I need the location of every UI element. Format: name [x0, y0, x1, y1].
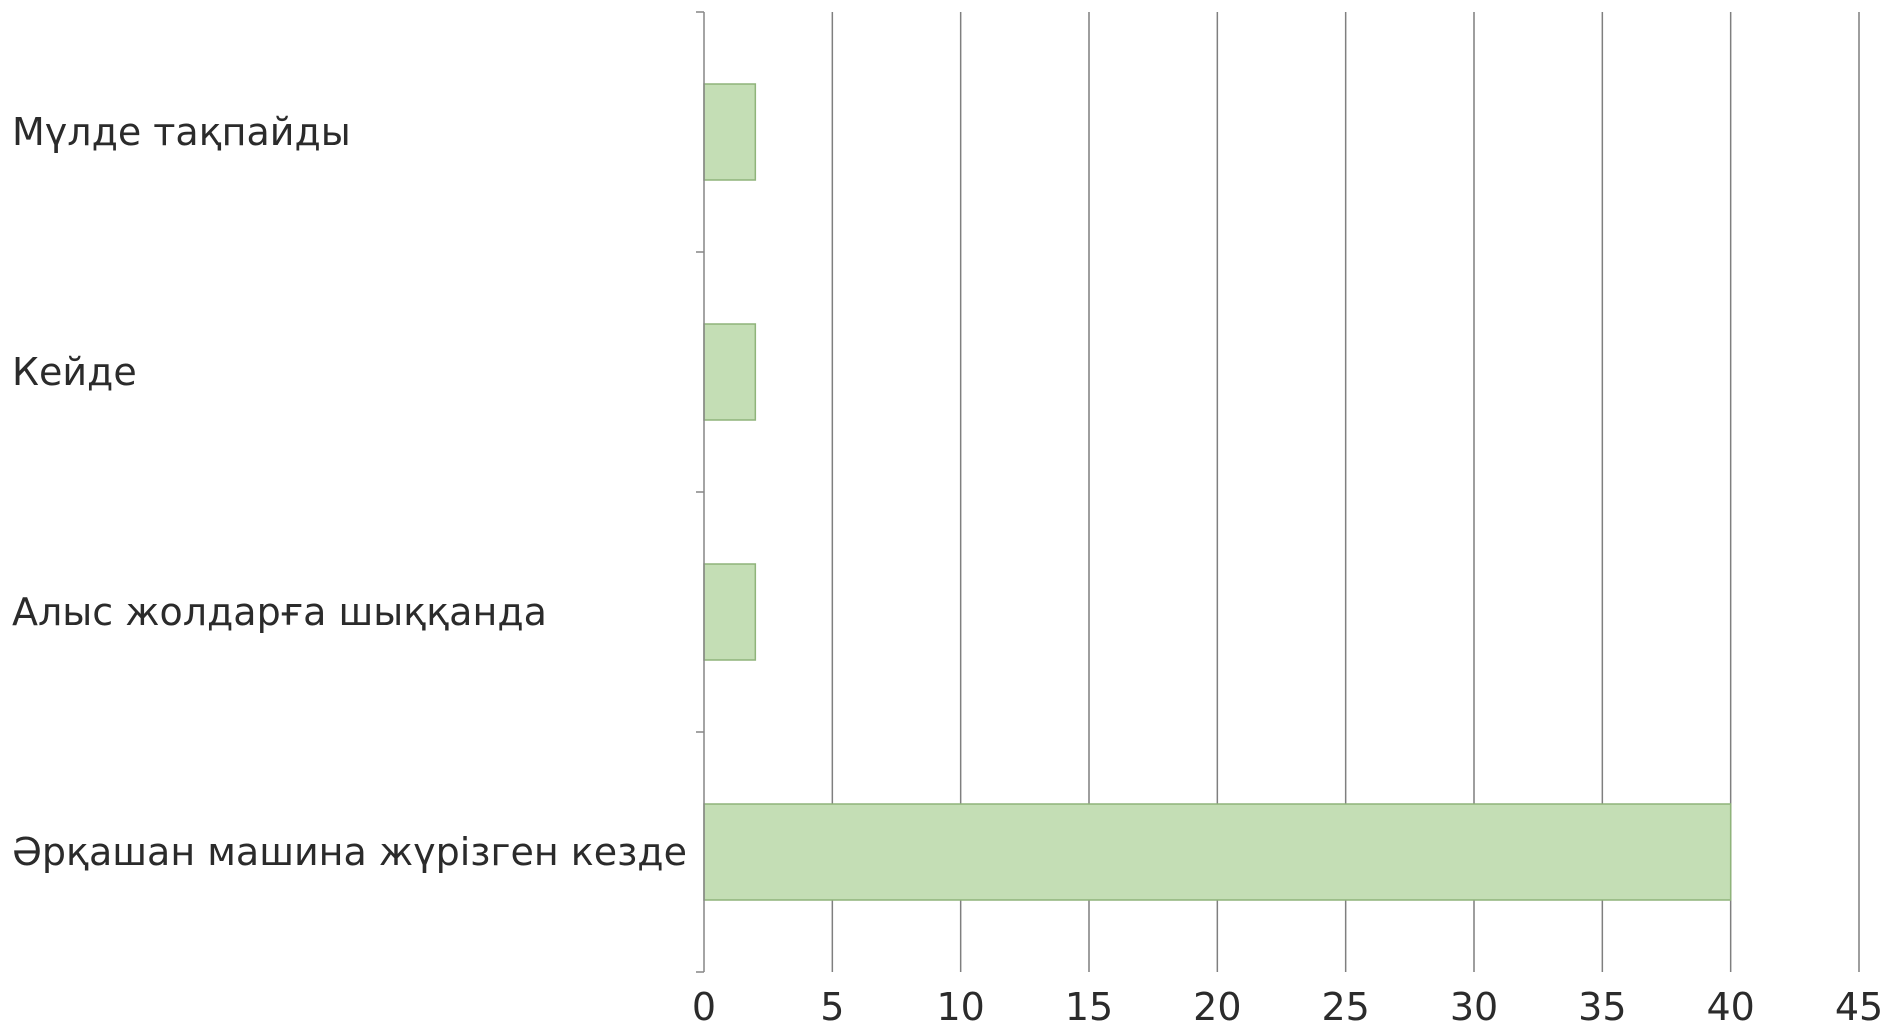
axes — [696, 11, 705, 973]
bar-1 — [703, 323, 757, 421]
bar-0 — [703, 83, 757, 181]
x-tick-label-30: 30 — [1450, 985, 1498, 1029]
category-label-3: Әрқашан машина жүрізген кезде — [12, 830, 687, 874]
labels: Мүлде тақпайды Кейде Алыс жолдарға шыққанд… — [12, 110, 1883, 1029]
x-tick-label-15: 15 — [1065, 985, 1113, 1029]
x-tick-label-35: 35 — [1578, 985, 1626, 1029]
x-tick-label-5: 5 — [820, 985, 844, 1029]
bar-3 — [703, 803, 1732, 901]
x-tick-label-0: 0 — [692, 985, 716, 1029]
x-tick-label-10: 10 — [936, 985, 984, 1029]
gridlines — [831, 12, 1860, 972]
category-label-2: Алыс жолдарға шыққанда — [12, 590, 547, 634]
x-tick-label-25: 25 — [1321, 985, 1369, 1029]
bars — [703, 83, 1732, 901]
category-label-1: Кейде — [12, 350, 137, 394]
x-tick-label-20: 20 — [1193, 985, 1241, 1029]
bar-2 — [703, 563, 757, 661]
x-tick-label-40: 40 — [1706, 985, 1754, 1029]
x-tick-label-45: 45 — [1835, 985, 1883, 1029]
category-label-0: Мүлде тақпайды — [12, 110, 351, 154]
